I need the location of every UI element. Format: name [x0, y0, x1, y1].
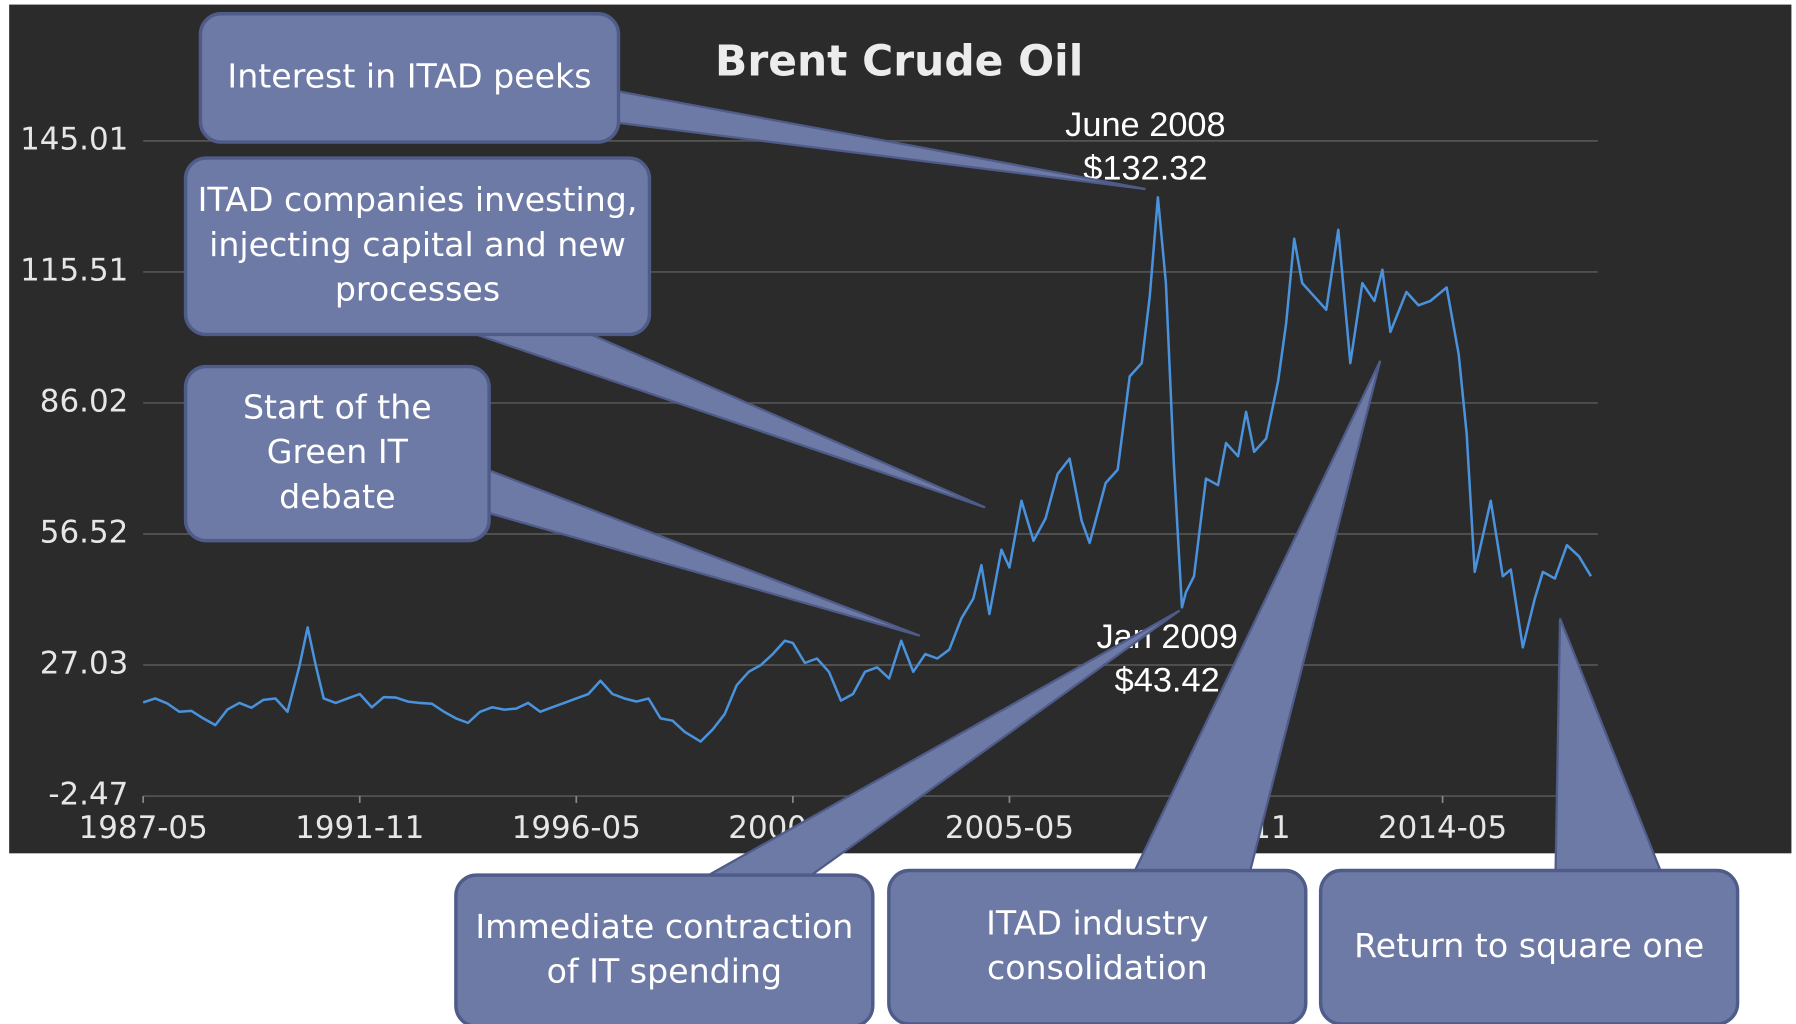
callout-box	[198, 12, 621, 144]
callout-text: processes	[335, 269, 500, 308]
callout-text: Interest in ITAD peeks	[227, 56, 591, 95]
callout-text: Start of the	[243, 387, 432, 426]
callout-text: Green IT	[267, 432, 409, 471]
x-tick-label: 1987-05	[79, 810, 208, 846]
callout-text: ITAD companies investing,	[198, 180, 638, 219]
price-line	[142, 195, 1593, 743]
callout-text: injecting capital and new	[209, 225, 626, 264]
callout-text: of IT spending	[547, 952, 782, 991]
x-tick-label: 2005-05	[945, 810, 1074, 846]
callout-text: Return to square one	[1354, 926, 1704, 965]
y-tick-label: 27.03	[40, 646, 128, 682]
callout-box	[183, 156, 652, 337]
y-tick-label: 115.51	[20, 252, 128, 288]
y-tick-label: 86.02	[40, 383, 128, 419]
y-tick-label: 56.52	[40, 515, 128, 551]
y-tick-label: -2.47	[48, 777, 128, 813]
callout-text: Immediate contraction	[475, 907, 853, 946]
x-tick-label: 1996-05	[512, 810, 641, 846]
callout-text: ITAD industry	[986, 903, 1208, 942]
callout-box	[183, 364, 491, 543]
chart-title: Brent Crude Oil	[715, 37, 1083, 86]
annotation: $43.42	[1115, 662, 1220, 700]
y-tick-label: 145.01	[20, 121, 128, 157]
x-tick-label: 2014-05	[1378, 810, 1507, 846]
x-tick-label: 1991-11	[295, 810, 424, 846]
callout-text: debate	[279, 477, 395, 516]
annotation: June 2008	[1065, 106, 1226, 144]
callout-box	[454, 873, 875, 1024]
callout-text: consolidation	[987, 948, 1208, 987]
